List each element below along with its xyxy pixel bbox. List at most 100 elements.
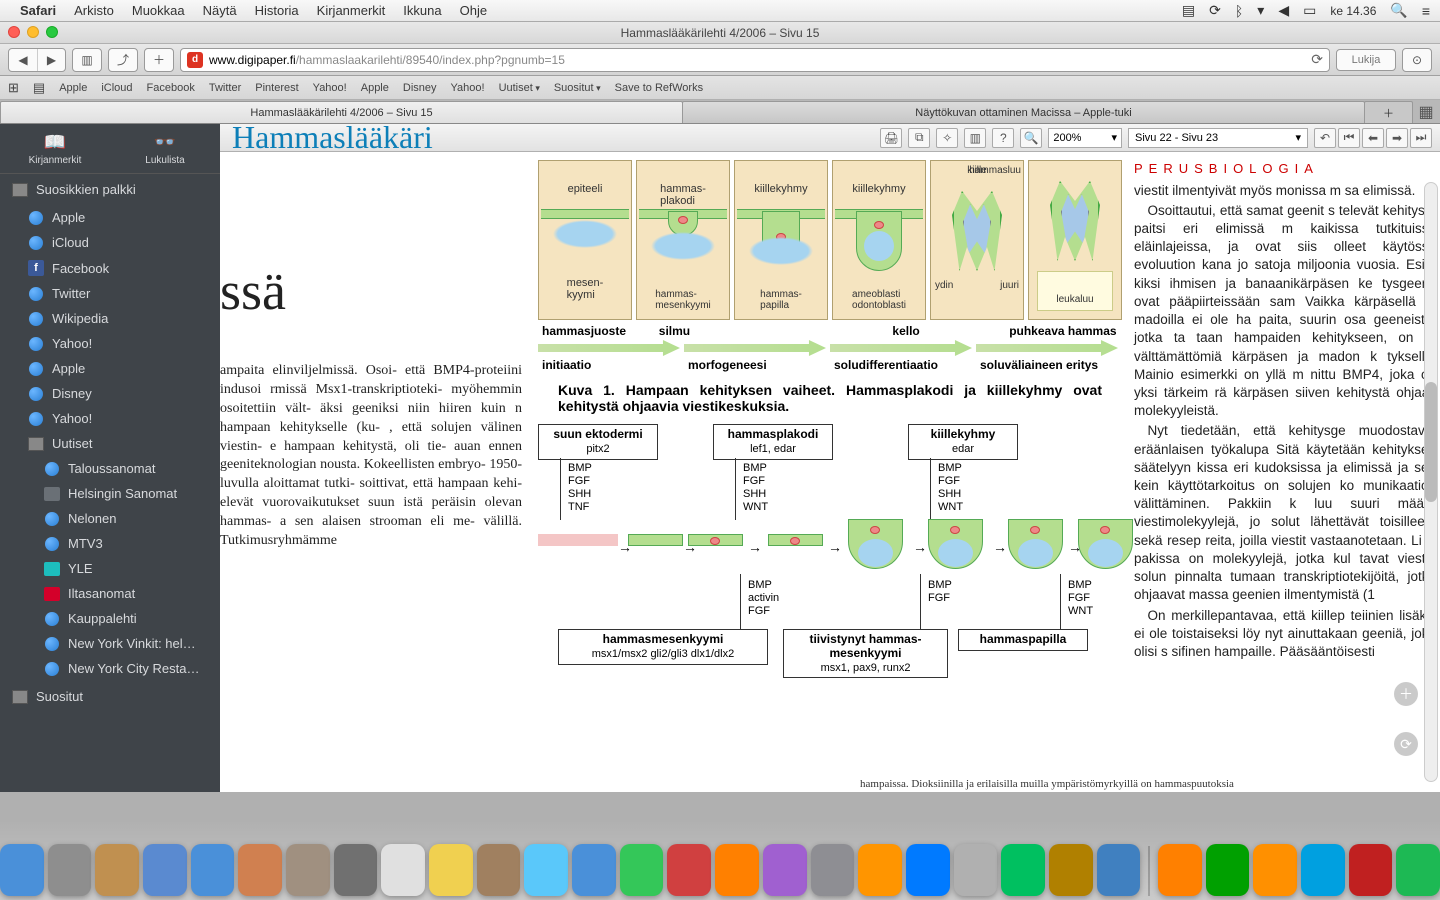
sidebar-tab-readinglist[interactable]: 👓Lukulista xyxy=(110,124,220,173)
sidebar-uutiset-5[interactable]: Iltasanomat xyxy=(0,581,220,606)
page-select[interactable]: Sivu 22 - Sivu 23▾ xyxy=(1128,128,1308,148)
menu-ikkuna[interactable]: Ikkuna xyxy=(403,3,441,18)
bm-refworks[interactable]: Save to RefWorks xyxy=(615,82,703,94)
bm-yahoo2[interactable]: Yahoo! xyxy=(451,82,485,94)
crop-button[interactable]: ⧉ xyxy=(908,128,930,148)
sidebar-fav-8[interactable]: Yahoo! xyxy=(0,406,220,431)
reload-icon[interactable]: ⟳ xyxy=(1311,51,1323,68)
menu-arkisto[interactable]: Arkisto xyxy=(74,3,114,18)
prev-page-button[interactable]: ⬅ xyxy=(1362,128,1384,148)
dock-item-27[interactable] xyxy=(1301,844,1345,896)
topsites-icon[interactable]: ⊞ xyxy=(8,80,19,96)
favorites-header[interactable]: Suosikkien palkki xyxy=(0,174,220,205)
sidebar-fav-3[interactable]: Twitter xyxy=(0,281,220,306)
sidebar-uutiset-4[interactable]: YLE xyxy=(0,556,220,581)
dock-item-26[interactable] xyxy=(1253,844,1297,896)
share-button[interactable]: ⤴ xyxy=(109,49,137,71)
sidebar-fav-4[interactable]: Wikipedia xyxy=(0,306,220,331)
bm-uutiset[interactable]: Uutiset xyxy=(499,82,540,94)
zoom-out-overlay[interactable]: ⟳ xyxy=(1394,732,1418,756)
first-page-button[interactable]: ⏮ xyxy=(1338,128,1360,148)
bm-twitter[interactable]: Twitter xyxy=(209,82,241,94)
back-button[interactable]: ◀ xyxy=(9,49,37,71)
sidebar-uutiset-7[interactable]: New York Vinkit: hel… xyxy=(0,631,220,656)
dock-item-18[interactable] xyxy=(858,844,902,896)
url-bar[interactable]: d www.digipaper.fi/hammaslaakarilehti/89… xyxy=(180,48,1330,72)
sidebar-fav-2[interactable]: fFacebook xyxy=(0,255,220,281)
folder-uutiset[interactable]: Uutiset xyxy=(0,431,220,456)
dock-item-10[interactable] xyxy=(477,844,521,896)
sidebar-fav-1[interactable]: iCloud xyxy=(0,230,220,255)
notifications-icon[interactable]: ≡ xyxy=(1422,3,1430,19)
dock-item-8[interactable] xyxy=(381,844,425,896)
dock-item-29[interactable] xyxy=(1396,844,1440,896)
sidebar-uutiset-8[interactable]: New York City Resta… xyxy=(0,656,220,681)
bm-disney[interactable]: Disney xyxy=(403,82,437,94)
dock-item-5[interactable] xyxy=(238,844,282,896)
menu-kirjanmerkit[interactable]: Kirjanmerkit xyxy=(317,3,386,18)
zoom-select[interactable]: 200% ▾ xyxy=(1048,128,1122,148)
app-name[interactable]: Safari xyxy=(20,3,56,18)
zoom-in-overlay[interactable]: ＋ xyxy=(1394,682,1418,706)
bm-apple2[interactable]: Apple xyxy=(361,82,389,94)
bm-yahoo[interactable]: Yahoo! xyxy=(313,82,347,94)
help-button[interactable]: ? xyxy=(992,128,1014,148)
print-button[interactable]: 🖨 xyxy=(880,128,902,148)
next-page-button[interactable]: ➡ xyxy=(1386,128,1408,148)
menu-muokkaa[interactable]: Muokkaa xyxy=(132,3,185,18)
dock-item-25[interactable] xyxy=(1206,844,1250,896)
sidebar-uutiset-3[interactable]: MTV3 xyxy=(0,531,220,556)
airplay-icon[interactable]: ▤ xyxy=(1182,2,1195,19)
bm-apple[interactable]: Apple xyxy=(59,82,87,94)
forward-button[interactable]: ▶ xyxy=(37,49,65,71)
dock-item-11[interactable] xyxy=(524,844,568,896)
downloads-button[interactable]: ⊙ xyxy=(1403,49,1431,71)
dock-item-21[interactable] xyxy=(1001,844,1045,896)
dock-item-12[interactable] xyxy=(572,844,616,896)
dock-item-22[interactable] xyxy=(1049,844,1093,896)
dock-item-24[interactable] xyxy=(1158,844,1202,896)
last-page-button[interactable]: ⏭ xyxy=(1410,128,1432,148)
menu-historia[interactable]: Historia xyxy=(255,3,299,18)
sidebar-fav-6[interactable]: Apple xyxy=(0,356,220,381)
tabs-overview-button[interactable]: ▦ xyxy=(1412,101,1440,123)
dock-item-7[interactable] xyxy=(334,844,378,896)
dock-item-15[interactable] xyxy=(715,844,759,896)
sidebar-uutiset-6[interactable]: Kauppalehti xyxy=(0,606,220,631)
bm-icloud[interactable]: iCloud xyxy=(101,82,132,94)
dock-item-28[interactable] xyxy=(1349,844,1393,896)
sidebar-uutiset-2[interactable]: Nelonen xyxy=(0,506,220,531)
volume-icon[interactable]: ◀ xyxy=(1278,2,1289,19)
dock-item-14[interactable] xyxy=(667,844,711,896)
menu-nayta[interactable]: Näytä xyxy=(203,3,237,18)
menu-ohje[interactable]: Ohje xyxy=(460,3,487,18)
share-button[interactable]: ✧ xyxy=(936,128,958,148)
folder-suositut[interactable]: Suositut xyxy=(0,681,220,712)
bluetooth-icon[interactable]: ᛒ xyxy=(1235,3,1243,19)
sidebar-uutiset-1[interactable]: Helsingin Sanomat xyxy=(0,481,220,506)
sidebar-toggle[interactable]: ▥ xyxy=(73,49,101,71)
clock[interactable]: ke 14.36 xyxy=(1330,4,1376,18)
undo-button[interactable]: ↶ xyxy=(1314,128,1336,148)
reader-button[interactable]: Lukija xyxy=(1336,49,1396,71)
add-button[interactable]: ＋ xyxy=(145,49,173,71)
dock-item-16[interactable] xyxy=(763,844,807,896)
sidebar-uutiset-0[interactable]: Taloussanomat xyxy=(0,456,220,481)
bm-suositut[interactable]: Suositut xyxy=(554,82,601,94)
sidebar-tab-bookmarks[interactable]: 📖Kirjanmerkit xyxy=(0,124,110,173)
zoom-button[interactable] xyxy=(46,26,58,38)
close-button[interactable] xyxy=(8,26,20,38)
dock-item-6[interactable] xyxy=(286,844,330,896)
favorites-icon[interactable]: ▤ xyxy=(33,80,45,96)
dock-item-23[interactable] xyxy=(1097,844,1141,896)
dock-item-3[interactable] xyxy=(143,844,187,896)
tab-1[interactable]: Hammaslääkärilehti 4/2006 – Sivu 15 xyxy=(0,101,683,123)
zoom-tool[interactable]: 🔍 xyxy=(1020,128,1042,148)
new-tab-button[interactable]: ＋ xyxy=(1364,101,1413,123)
dock-item-4[interactable] xyxy=(191,844,235,896)
bm-facebook[interactable]: Facebook xyxy=(147,82,195,94)
sidebar-fav-5[interactable]: Yahoo! xyxy=(0,331,220,356)
wifi-icon[interactable]: ▾ xyxy=(1257,2,1264,19)
bm-pinterest[interactable]: Pinterest xyxy=(255,82,298,94)
dock-item-13[interactable] xyxy=(620,844,664,896)
